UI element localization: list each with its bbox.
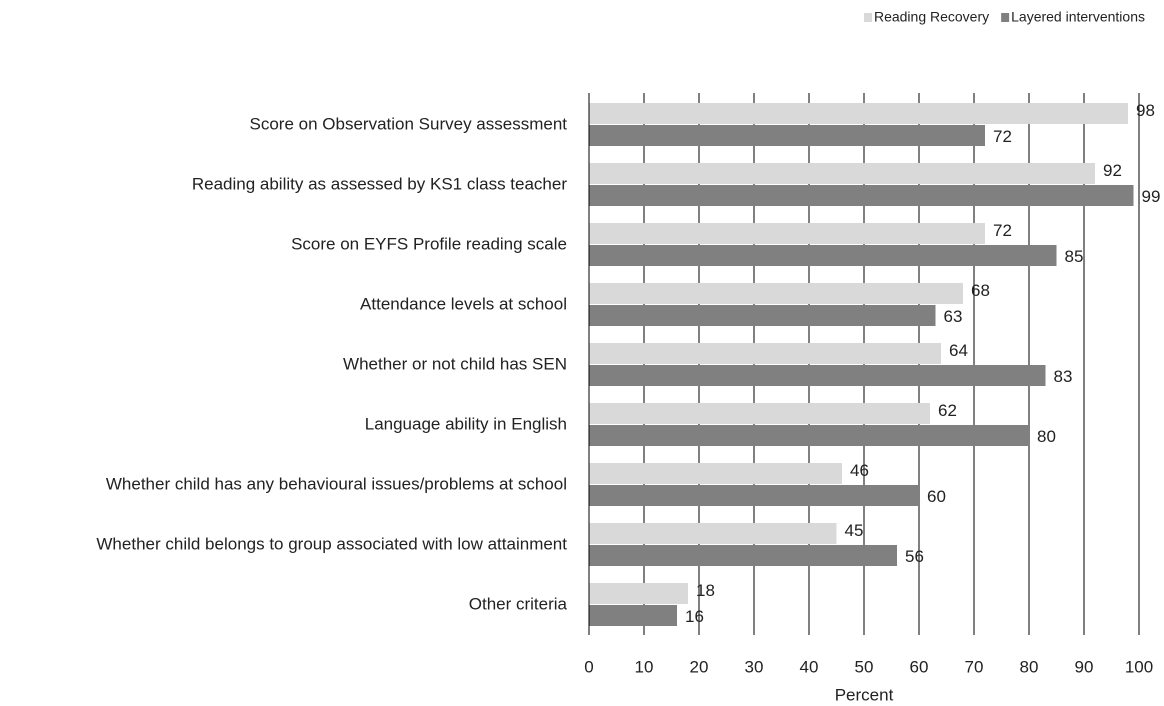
legend-label: Layered interventions xyxy=(1011,9,1145,25)
data-label: 56 xyxy=(905,547,924,566)
legend-label: Reading Recovery xyxy=(874,9,989,25)
x-tick-label: 70 xyxy=(965,657,984,676)
data-label: 63 xyxy=(944,307,963,326)
data-label: 92 xyxy=(1103,161,1122,180)
bar xyxy=(589,245,1057,266)
data-label: 72 xyxy=(993,127,1012,146)
data-label: 46 xyxy=(850,461,869,480)
bar xyxy=(589,365,1046,386)
legend-swatch xyxy=(863,13,872,22)
bar xyxy=(589,343,941,364)
x-tick-label: 80 xyxy=(1020,657,1039,676)
y-tick-label: Score on EYFS Profile reading scale xyxy=(291,234,567,253)
bar xyxy=(589,425,1029,446)
bar xyxy=(589,485,919,506)
x-tick-label: 50 xyxy=(855,657,874,676)
y-tick-label: Attendance levels at school xyxy=(360,294,567,313)
data-label: 16 xyxy=(685,607,704,626)
x-tick-label: 10 xyxy=(635,657,654,676)
legend-swatch xyxy=(1001,13,1010,22)
data-label: 99 xyxy=(1142,187,1161,206)
x-tick-label: 0 xyxy=(584,657,593,676)
bar xyxy=(589,283,963,304)
y-tick-label: Other criteria xyxy=(469,594,568,613)
y-tick-label: Language ability in English xyxy=(365,414,567,433)
data-label: 62 xyxy=(938,401,957,420)
bar xyxy=(589,103,1128,124)
data-label: 85 xyxy=(1065,247,1084,266)
y-tick-label: Whether child belongs to group associate… xyxy=(96,534,567,553)
x-tick-label: 60 xyxy=(910,657,929,676)
bar xyxy=(589,523,837,544)
y-tick-label: Whether child has any behavioural issues… xyxy=(106,474,567,493)
bar xyxy=(589,305,936,326)
bar xyxy=(589,223,985,244)
x-tick-label: 90 xyxy=(1075,657,1094,676)
bar xyxy=(589,583,688,604)
data-label: 45 xyxy=(845,521,864,540)
x-axis-label: Percent xyxy=(835,685,894,704)
data-label: 60 xyxy=(927,487,946,506)
bar xyxy=(589,125,985,146)
data-label: 18 xyxy=(696,581,715,600)
bar xyxy=(589,605,677,626)
bar xyxy=(589,463,842,484)
data-label: 64 xyxy=(949,341,968,360)
bar xyxy=(589,403,930,424)
x-tick-label: 40 xyxy=(800,657,819,676)
bar xyxy=(589,545,897,566)
x-tick-label: 100 xyxy=(1125,657,1153,676)
data-label: 72 xyxy=(993,221,1012,240)
x-tick-label: 20 xyxy=(690,657,709,676)
bar xyxy=(589,185,1134,206)
data-label: 83 xyxy=(1054,367,1073,386)
data-label: 68 xyxy=(971,281,990,300)
data-label: 98 xyxy=(1136,101,1155,120)
data-label: 80 xyxy=(1037,427,1056,446)
bar xyxy=(589,163,1095,184)
x-tick-label: 30 xyxy=(745,657,764,676)
y-tick-label: Reading ability as assessed by KS1 class… xyxy=(192,174,567,193)
y-tick-label: Whether or not child has SEN xyxy=(343,354,567,373)
y-tick-label: Score on Observation Survey assessment xyxy=(250,114,568,133)
